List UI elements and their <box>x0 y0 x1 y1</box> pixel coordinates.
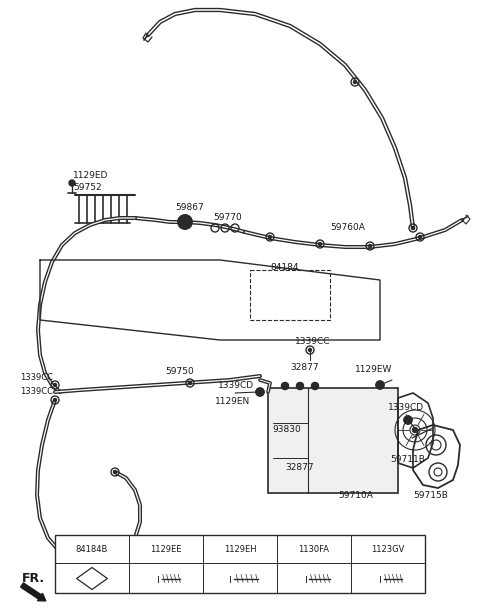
Text: 1339CC: 1339CC <box>20 387 53 395</box>
Text: 1129EH: 1129EH <box>224 545 256 554</box>
Text: 59750: 59750 <box>165 367 194 376</box>
Circle shape <box>419 235 421 239</box>
Text: 32877: 32877 <box>290 364 319 373</box>
Circle shape <box>309 348 312 351</box>
Text: 32877: 32877 <box>285 464 313 473</box>
Text: 1339CC: 1339CC <box>20 373 53 382</box>
Circle shape <box>256 388 264 396</box>
Circle shape <box>53 384 57 387</box>
Circle shape <box>376 381 384 389</box>
Text: 59752: 59752 <box>73 184 102 193</box>
Circle shape <box>69 180 75 186</box>
Bar <box>268 388 398 493</box>
FancyArrow shape <box>21 583 46 601</box>
Text: 1130FA: 1130FA <box>299 545 329 554</box>
Circle shape <box>178 215 192 229</box>
Text: 59711B: 59711B <box>390 456 425 464</box>
Text: 59710A: 59710A <box>338 490 373 500</box>
Circle shape <box>411 226 415 229</box>
Bar <box>55 535 425 593</box>
Circle shape <box>189 381 192 384</box>
Circle shape <box>268 235 272 239</box>
Text: 59715B: 59715B <box>413 490 448 500</box>
Text: 1339CD: 1339CD <box>388 403 424 412</box>
Circle shape <box>312 382 319 390</box>
Text: 84184: 84184 <box>270 264 299 273</box>
Circle shape <box>319 243 322 245</box>
Circle shape <box>353 81 357 84</box>
Circle shape <box>53 398 57 401</box>
Text: 1129ED: 1129ED <box>73 171 108 179</box>
Text: 59770: 59770 <box>213 214 242 223</box>
Circle shape <box>281 382 288 390</box>
Text: 1129EW: 1129EW <box>355 365 392 375</box>
Text: 84184B: 84184B <box>76 545 108 554</box>
Circle shape <box>412 428 418 432</box>
Text: 1339CC: 1339CC <box>295 337 331 346</box>
Text: 1129EE: 1129EE <box>150 545 182 554</box>
Text: 1123GV: 1123GV <box>372 545 405 554</box>
Text: 59760A: 59760A <box>330 223 365 232</box>
Text: FR.: FR. <box>22 572 45 584</box>
Circle shape <box>297 382 303 390</box>
Text: 1129EN: 1129EN <box>215 398 250 406</box>
Text: 59867: 59867 <box>175 204 204 212</box>
Circle shape <box>369 245 372 248</box>
Text: 1339CD: 1339CD <box>218 381 254 390</box>
Circle shape <box>404 416 412 424</box>
Circle shape <box>113 470 117 473</box>
Bar <box>250 270 330 320</box>
Text: 93830: 93830 <box>272 426 301 434</box>
